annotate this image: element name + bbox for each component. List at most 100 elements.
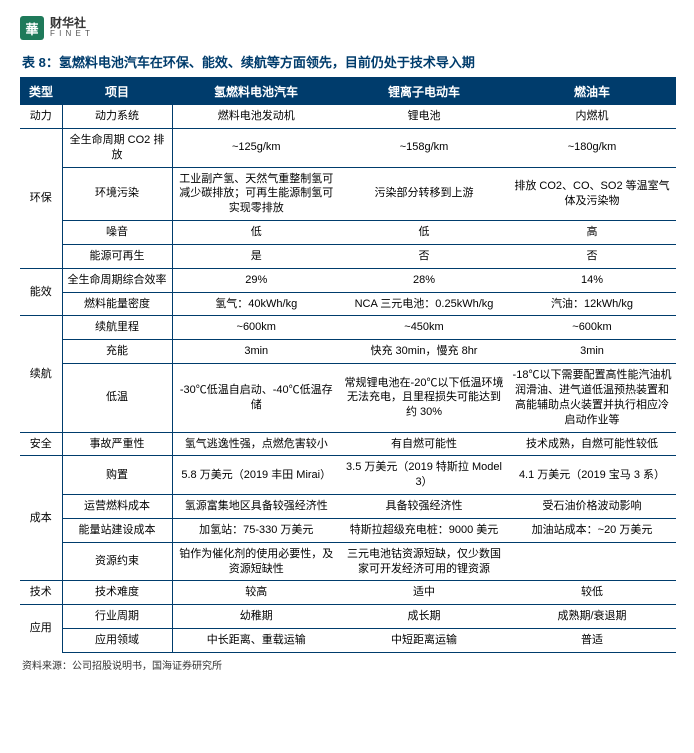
table-row: 续航续航里程~600km~450km~600km [20, 316, 676, 340]
value-cell: 受石油价格波动影响 [508, 495, 676, 519]
th-type: 类型 [20, 78, 62, 105]
category-cell: 成本 [20, 456, 62, 581]
value-cell: 低 [340, 221, 508, 245]
value-cell: ~600km [172, 316, 340, 340]
table-title: 表 8：氢燃料电池汽车在环保、能效、续航等方面领先，目前仍处于技术导入期 [20, 48, 674, 77]
value-cell: 氢源富集地区具备较强经济性 [172, 495, 340, 519]
value-cell: 铂作为催化剂的使用必要性，及资源短缺性 [172, 542, 340, 581]
item-cell: 技术难度 [62, 581, 172, 605]
item-cell: 运营燃料成本 [62, 495, 172, 519]
th-bev: 锂离子电动车 [340, 78, 508, 105]
item-cell: 环境污染 [62, 167, 172, 221]
item-cell: 能量站建设成本 [62, 518, 172, 542]
source-note: 资料来源：公司招股说明书，国海证券研究所 [20, 657, 674, 672]
item-cell: 噪音 [62, 221, 172, 245]
value-cell: 成熟期/衰退期 [508, 605, 676, 629]
value-cell: 具备较强经济性 [340, 495, 508, 519]
item-cell: 动力系统 [62, 105, 172, 129]
value-cell: 技术成熟，自燃可能性较低 [508, 432, 676, 456]
value-cell: 常规锂电池在-20℃以下低温环境无法充电，且里程损失可能达到约 30% [340, 364, 508, 432]
value-cell: 特斯拉超级充电桩：9000 美元 [340, 518, 508, 542]
comparison-table: 类型 项目 氢燃料电池汽车 锂离子电动车 燃油车 动力动力系统燃料电池发动机锂电… [20, 77, 676, 653]
value-cell: 有自燃可能性 [340, 432, 508, 456]
table-row: 噪音低低高 [20, 221, 676, 245]
table-header-row: 类型 项目 氢燃料电池汽车 锂离子电动车 燃油车 [20, 78, 676, 105]
table-row: 能量站建设成本加氢站：75-330 万美元特斯拉超级充电桩：9000 美元加油站… [20, 518, 676, 542]
value-cell: 幼稚期 [172, 605, 340, 629]
item-cell: 续航里程 [62, 316, 172, 340]
value-cell: 工业副产氢、天然气重整制氢可减少碳排放；可再生能源制氢可实现零排放 [172, 167, 340, 221]
item-cell: 事故严重性 [62, 432, 172, 456]
value-cell: 内燃机 [508, 105, 676, 129]
logo-text: 财华社 F I N E T [50, 17, 91, 39]
item-cell: 全生命周期综合效率 [62, 268, 172, 292]
value-cell: 氢气：40kWh/kg [172, 292, 340, 316]
value-cell [508, 542, 676, 581]
table-row: 应用领域中长距离、重载运输中短距离运输普适 [20, 629, 676, 653]
th-fcv: 氢燃料电池汽车 [172, 78, 340, 105]
table-body: 动力动力系统燃料电池发动机锂电池内燃机环保全生命周期 CO2 排放~125g/k… [20, 105, 676, 653]
value-cell: 汽油：12kWh/kg [508, 292, 676, 316]
value-cell: 较高 [172, 581, 340, 605]
logo-badge: 華 [20, 16, 44, 40]
value-cell: 氢气逃逸性强，点燃危害较小 [172, 432, 340, 456]
value-cell: 燃料电池发动机 [172, 105, 340, 129]
value-cell: 3min [508, 340, 676, 364]
table-row: 动力动力系统燃料电池发动机锂电池内燃机 [20, 105, 676, 129]
table-row: 能源可再生是否否 [20, 244, 676, 268]
table-row: 安全事故严重性氢气逃逸性强，点燃危害较小有自燃可能性技术成熟，自燃可能性较低 [20, 432, 676, 456]
value-cell: 适中 [340, 581, 508, 605]
value-cell: 较低 [508, 581, 676, 605]
value-cell: ~600km [508, 316, 676, 340]
value-cell: 加油站成本：~20 万美元 [508, 518, 676, 542]
item-cell: 应用领域 [62, 629, 172, 653]
category-cell: 环保 [20, 128, 62, 268]
value-cell: 三元电池钴资源短缺，仅少数国家可开发经济可用的锂资源 [340, 542, 508, 581]
value-cell: -18℃以下需要配置高性能汽油机润滑油、进气道低温预热装置和高能辅助点火装置并执… [508, 364, 676, 432]
category-cell: 安全 [20, 432, 62, 456]
item-cell: 低温 [62, 364, 172, 432]
value-cell: 中短距离运输 [340, 629, 508, 653]
value-cell: ~158g/km [340, 128, 508, 167]
value-cell: 低 [172, 221, 340, 245]
th-ice: 燃油车 [508, 78, 676, 105]
item-cell: 充能 [62, 340, 172, 364]
value-cell: ~450km [340, 316, 508, 340]
value-cell: 成长期 [340, 605, 508, 629]
item-cell: 购置 [62, 456, 172, 495]
value-cell: 29% [172, 268, 340, 292]
brand-logo: 華 财华社 F I N E T [20, 16, 674, 40]
table-row: 成本购置5.8 万美元（2019 丰田 Mirai）3.5 万美元（2019 特… [20, 456, 676, 495]
table-row: 技术技术难度较高适中较低 [20, 581, 676, 605]
table-row: 充能3min快充 30min，慢充 8hr3min [20, 340, 676, 364]
category-cell: 应用 [20, 605, 62, 653]
value-cell: 3.5 万美元（2019 特斯拉 Model 3） [340, 456, 508, 495]
value-cell: 是 [172, 244, 340, 268]
table-row: 环境污染工业副产氢、天然气重整制氢可减少碳排放；可再生能源制氢可实现零排放污染部… [20, 167, 676, 221]
item-cell: 资源约束 [62, 542, 172, 581]
table-row: 环保全生命周期 CO2 排放~125g/km~158g/km~180g/km [20, 128, 676, 167]
value-cell: 锂电池 [340, 105, 508, 129]
value-cell: 否 [340, 244, 508, 268]
value-cell: 否 [508, 244, 676, 268]
value-cell: 快充 30min，慢充 8hr [340, 340, 508, 364]
value-cell: 中长距离、重载运输 [172, 629, 340, 653]
value-cell: 5.8 万美元（2019 丰田 Mirai） [172, 456, 340, 495]
item-cell: 全生命周期 CO2 排放 [62, 128, 172, 167]
table-row: 低温-30℃低温自启动、-40℃低温存储常规锂电池在-20℃以下低温环境无法充电… [20, 364, 676, 432]
item-cell: 行业周期 [62, 605, 172, 629]
category-cell: 技术 [20, 581, 62, 605]
category-cell: 动力 [20, 105, 62, 129]
table-row: 燃料能量密度氢气：40kWh/kgNCA 三元电池：0.25kWh/kg汽油：1… [20, 292, 676, 316]
value-cell: NCA 三元电池：0.25kWh/kg [340, 292, 508, 316]
logo-en: F I N E T [50, 30, 91, 39]
item-cell: 能源可再生 [62, 244, 172, 268]
value-cell: ~125g/km [172, 128, 340, 167]
category-cell: 能效 [20, 268, 62, 316]
value-cell: ~180g/km [508, 128, 676, 167]
value-cell: 14% [508, 268, 676, 292]
value-cell: 3min [172, 340, 340, 364]
value-cell: 污染部分转移到上游 [340, 167, 508, 221]
table-row: 应用行业周期幼稚期成长期成熟期/衰退期 [20, 605, 676, 629]
th-item: 项目 [62, 78, 172, 105]
